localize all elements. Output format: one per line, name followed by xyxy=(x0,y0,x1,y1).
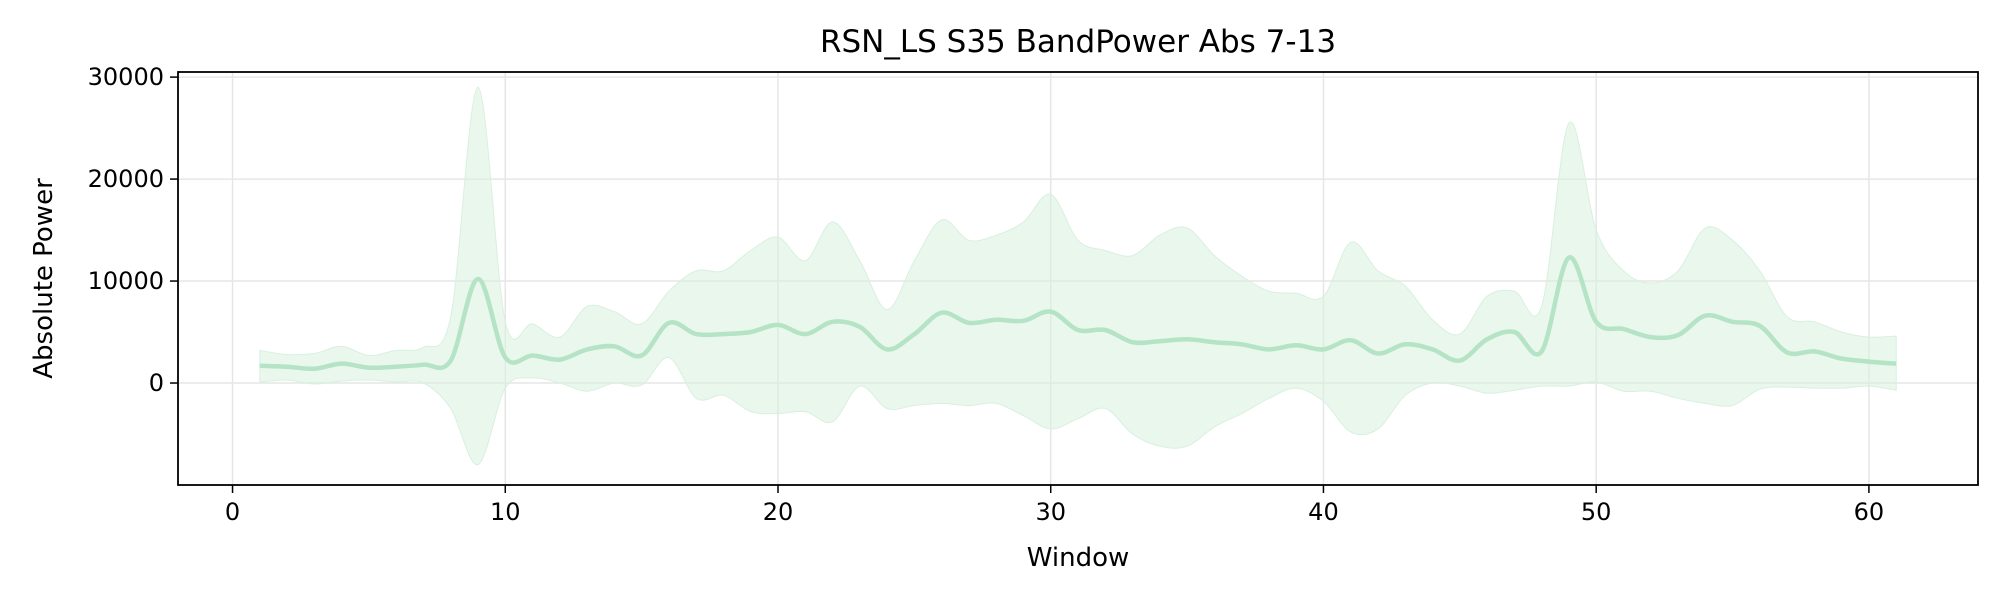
y-axis-title: Absolute Power xyxy=(29,178,59,379)
x-tick-label: 0 xyxy=(225,498,240,526)
plot-frame xyxy=(177,71,1979,486)
x-tick-label: 60 xyxy=(1854,498,1885,526)
x-tick-label: 40 xyxy=(1308,498,1339,526)
x-tick-label: 50 xyxy=(1581,498,1612,526)
y-tick-label: 0 xyxy=(149,369,164,397)
mean-line xyxy=(259,255,1897,372)
x-tick-label: 20 xyxy=(763,498,794,526)
x-tick-label: 10 xyxy=(490,498,521,526)
y-tick-label: 30000 xyxy=(88,63,164,91)
y-tick-label: 20000 xyxy=(88,165,164,193)
axis-ticks: 0 10 20 30 40 50 60 0 10000 20000 30000 xyxy=(88,63,1885,526)
x-axis-title: Window xyxy=(1027,543,1130,573)
x-tick-label: 30 xyxy=(1035,498,1066,526)
y-tick-label: 10000 xyxy=(88,267,164,295)
chart-title: RSN_LS S35 BandPower Abs 7-13 xyxy=(820,24,1336,60)
std-band xyxy=(259,86,1897,466)
